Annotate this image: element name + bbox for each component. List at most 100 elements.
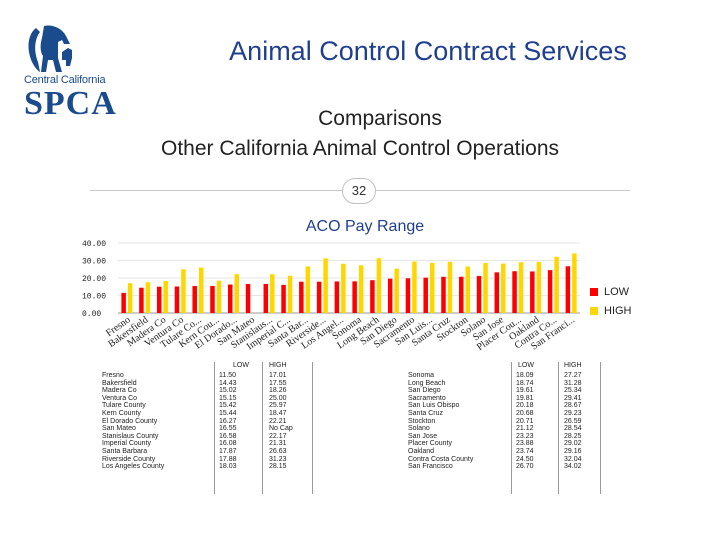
y-tick-label: 40.00 <box>82 240 106 249</box>
table-cell-low: 16.58 <box>219 432 237 440</box>
table-cell-high: 27.27 <box>564 372 582 379</box>
y-tick-label: 0.00 <box>82 310 101 319</box>
table-cell-low: 17.87 <box>219 447 237 455</box>
table-left-divider-2 <box>262 362 263 494</box>
bar-high <box>447 261 453 313</box>
bar-high <box>501 263 506 313</box>
table-cell-low: 23.23 <box>516 432 534 440</box>
table-cell-high: 18.47 <box>269 409 287 417</box>
table-cell-name: Long Beach <box>408 379 446 387</box>
table-cell-name: Bakersfield <box>102 379 137 387</box>
spca-logo: Central California SPCA <box>22 22 132 122</box>
legend-item-high: HIGH <box>590 301 632 320</box>
table-cell-name: Solano <box>408 425 430 433</box>
table-cell-low: 20.18 <box>516 402 534 410</box>
bar-high <box>287 275 293 313</box>
bar-high <box>429 262 435 313</box>
divider-right <box>376 190 630 191</box>
legend-label-high: HIGH <box>604 304 632 317</box>
y-tick-label: 20.00 <box>82 275 106 284</box>
table-cell-name: Fresno <box>102 372 124 379</box>
table-cell-name: Stockton <box>408 417 436 425</box>
bar-high <box>572 253 577 313</box>
table-cell-name: San Jose <box>408 432 438 440</box>
table-cell-name: Contra Costa County <box>408 455 474 463</box>
bar-low <box>139 287 144 313</box>
table-cell-low: 18.03 <box>219 463 237 471</box>
table-cell-name: Santa Cruz <box>408 409 444 417</box>
table-cell-name: San Mateo <box>102 425 136 433</box>
bar-high <box>394 268 399 313</box>
table-left-header-high: HIGH <box>269 362 287 369</box>
bar-low <box>512 271 517 313</box>
bar-high <box>198 267 204 313</box>
logo-org-name: SPCA <box>24 85 117 122</box>
table-cell-name: Placer County <box>408 440 452 448</box>
bar-low <box>299 281 304 313</box>
table-cell-high: 25.34 <box>564 387 582 395</box>
bar-low <box>352 281 357 313</box>
bar-low <box>565 266 571 313</box>
table-cell-low: 11.50 <box>219 372 236 379</box>
bar-high <box>181 269 186 313</box>
table-cell-name: Sacramento <box>408 394 446 402</box>
bar-high <box>412 261 417 313</box>
table-left-header-low: LOW <box>233 362 249 369</box>
bar-low <box>156 286 162 313</box>
table-right-divider-3 <box>600 362 601 494</box>
bar-high <box>323 258 328 313</box>
table-right: LOW HIGH Sonoma Long Beach San Diego Sacram… <box>408 362 608 502</box>
bar-high <box>465 266 470 313</box>
bar-high <box>376 258 382 313</box>
bar-low <box>174 286 180 313</box>
bar-high <box>127 283 133 313</box>
chart-legend: LOW HIGH <box>590 282 632 320</box>
table-cell-high: No Cap <box>269 425 293 433</box>
table-cell-high: 31.23 <box>269 455 287 463</box>
table-cell-name: Kern County <box>102 409 141 417</box>
table-cell-name: El Dorado County <box>102 417 158 425</box>
divider-left <box>90 190 342 191</box>
table-right-low: 18.09 18.74 19.61 19.81 20.18 20.68 20.71 21.12… <box>516 372 534 471</box>
table-cell-low: 20.68 <box>516 409 534 417</box>
table-cell-name: Stanislaus County <box>102 432 159 440</box>
bar-low <box>370 280 375 313</box>
table-cell-name: Madera Co <box>102 387 137 395</box>
bar-low <box>281 284 286 313</box>
table-cell-name: San Diego <box>408 387 441 395</box>
table-left: LOW HIGH Fresno Bakersfield Madera Co Ventu… <box>102 362 322 502</box>
table-cell-name: San Luis Obispo <box>408 402 460 410</box>
table-cell-low: 18.74 <box>516 379 534 387</box>
table-cell-high: 28.67 <box>564 402 582 410</box>
table-right-names: Sonoma Long Beach San Diego Sacramento San L… <box>408 372 473 471</box>
table-cell-low: 18.09 <box>516 372 534 379</box>
table-cell-high: 22.21 <box>269 417 287 425</box>
bar-low <box>334 281 340 313</box>
table-cell-low: 20.71 <box>516 417 534 425</box>
horse-dog-logo-icon <box>28 25 72 72</box>
table-cell-high: 31.28 <box>564 379 582 387</box>
table-cell-name: Los Angeles County <box>102 463 165 471</box>
table-cell-high: 32.04 <box>564 455 582 463</box>
table-cell-name: Tulare County <box>102 402 146 410</box>
bar-high <box>483 263 488 313</box>
table-cell-low: 19.81 <box>516 394 534 402</box>
pay-range-chart: 0.0010.0020.0030.0040.00FresnoBakersfiel… <box>82 240 580 353</box>
y-tick-label: 10.00 <box>82 293 106 302</box>
table-cell-low: 23.74 <box>516 447 534 455</box>
bar-high <box>305 266 311 313</box>
table-cell-low: 26.70 <box>516 463 534 471</box>
y-tick-label: 30.00 <box>82 258 106 267</box>
table-cell-name: Riverside County <box>102 455 156 463</box>
bar-low <box>316 281 322 313</box>
table-right-divider-2 <box>558 362 559 494</box>
table-cell-low: 23.88 <box>516 440 534 448</box>
bar-high <box>270 274 275 313</box>
table-cell-low: 16.27 <box>219 417 237 425</box>
logo-org-line: Central California <box>24 74 106 86</box>
bar-low <box>245 284 251 313</box>
table-cell-high: 34.02 <box>564 463 582 471</box>
table-cell-high: 21.31 <box>269 440 287 448</box>
table-cell-high: 28.15 <box>269 463 287 471</box>
bar-low <box>494 272 500 313</box>
